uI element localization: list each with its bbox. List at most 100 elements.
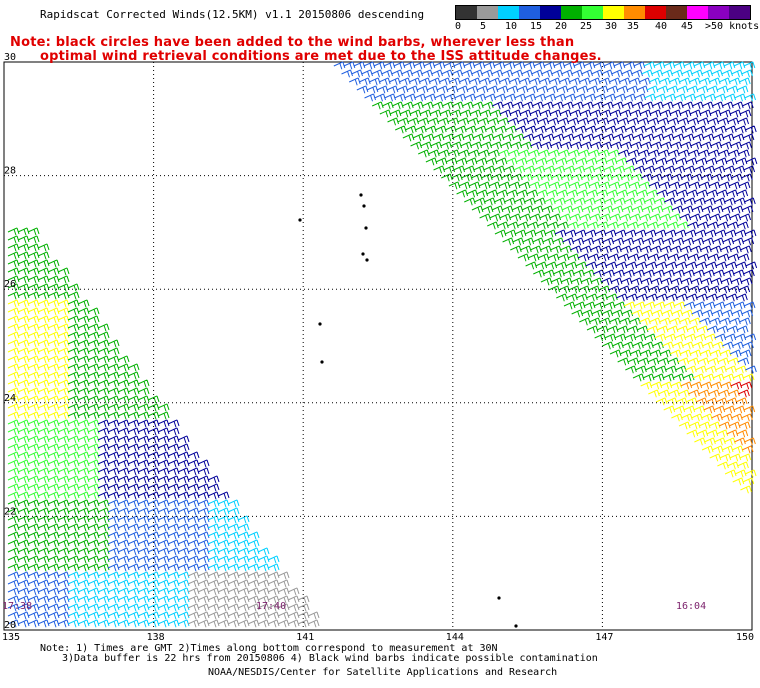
wind-barb [475,157,488,166]
wind-barb [287,603,300,612]
wind-barb [730,381,743,390]
wind-barb [539,213,552,222]
wind-barb [217,547,230,556]
wind-barb [57,339,70,348]
wind-barb [381,101,394,110]
wind-barb [440,141,453,150]
wind-barb [701,309,714,318]
wind-barb [701,101,714,110]
wind-barb [556,189,569,198]
wind-barb [565,125,577,134]
wind-barb [648,77,661,86]
wind-barb [77,419,90,428]
wind-barb [557,117,570,126]
wind-barb [623,301,636,310]
wind-barb [177,563,190,572]
wind-barb [7,571,20,580]
wind-barb [147,571,160,580]
wind-barb [580,245,592,254]
wind-barb [645,365,657,374]
wind-barb [453,61,466,70]
wind-barb [634,197,646,206]
wind-barb [197,563,210,572]
wind-barb [643,165,656,174]
wind-barb [660,245,672,254]
wind-barb [107,347,120,356]
wind-barb [27,483,40,492]
wind-barb [37,611,50,620]
wind-barb [57,499,70,508]
wind-barb [37,411,50,420]
wind-barb [646,85,659,94]
wind-barb [739,453,752,462]
legend-label: 45 [681,21,694,32]
wind-barb [666,325,679,334]
wind-barb [177,587,190,596]
wind-barb [57,323,70,332]
wind-barb [714,197,726,206]
wind-barb [167,451,180,460]
wind-barb [167,515,180,524]
wind-barb [429,109,442,118]
wind-barb [97,363,110,372]
wind-barb [724,197,736,206]
wind-barb [7,467,20,476]
wind-barb [448,181,461,190]
wind-barb [737,357,750,366]
wind-barb [177,523,190,532]
wind-barb [57,427,70,436]
wind-barb [704,93,716,102]
wind-barb [217,555,230,564]
wind-barb [676,293,688,302]
wind-barb [97,515,110,524]
wind-barb [157,427,170,436]
wind-barb [17,427,30,436]
wind-barb [127,475,140,484]
wind-barb [87,555,100,564]
wind-barb [77,355,90,364]
wind-barb [17,411,30,420]
wind-barb [127,611,140,620]
wind-barb [257,571,270,580]
wind-barb [718,421,731,430]
wind-barb [689,109,702,118]
wind-barb [97,603,110,612]
wind-barb [711,205,724,214]
wind-barb [157,507,170,516]
wind-barb [610,141,623,150]
wind-barb [87,315,100,324]
wind-barb [137,515,150,524]
wind-barb [471,69,483,78]
wind-barb [57,363,70,372]
wind-barb [37,315,50,324]
wind-barb [687,117,700,126]
wind-barb [578,149,590,158]
wind-barb [595,157,608,166]
wind-barb [551,69,563,78]
wind-barb [7,243,20,252]
wind-barb [67,363,80,372]
wind-barb [706,85,719,94]
wind-barb [596,189,609,198]
wind-barb [227,563,240,572]
wind-barb [672,237,685,246]
wind-barb [601,173,613,182]
wind-barb [7,563,20,572]
wind-barb [535,157,548,166]
wind-barb [37,459,50,468]
wind-barb [644,333,657,342]
wind-barb [77,299,90,308]
wind-barb [530,141,543,150]
wind-barb [117,539,130,548]
wind-barb [107,571,120,580]
wind-barb [659,349,672,358]
wind-barb [708,149,720,158]
wind-barb [715,125,727,134]
wind-barb [27,443,40,452]
wind-barb [605,125,617,134]
wind-barb [77,443,90,452]
wind-barb [511,173,523,182]
wind-barb [7,251,20,260]
wind-barb [691,69,703,78]
wind-barb [127,419,140,428]
